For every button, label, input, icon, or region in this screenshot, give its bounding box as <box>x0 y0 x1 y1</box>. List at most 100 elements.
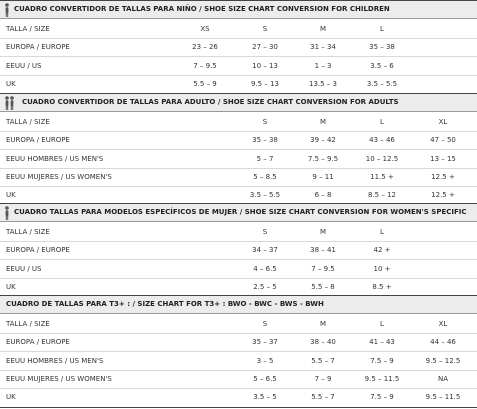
row-label: UK <box>6 191 16 200</box>
size-cell: 5.5 – 7 <box>311 356 335 365</box>
size-cell: XS <box>200 25 210 33</box>
size-cell: S <box>262 118 268 126</box>
size-cell: 3.5 – 5 <box>253 393 277 402</box>
row-label: EEUU MUJERES / US WOMEN'S <box>6 374 112 383</box>
row-label: EEUU MUJERES / US WOMEN'S <box>6 172 112 181</box>
row-divider <box>0 351 477 353</box>
size-cell: S <box>262 320 268 328</box>
icon <box>4 95 16 115</box>
size-cell: 2.5 – 5 <box>253 282 277 291</box>
size-cell: 13.5 – 3 <box>309 79 337 88</box>
row-divider <box>0 38 477 39</box>
size-cell: M <box>319 25 327 33</box>
size-cell: 13 – 15 <box>430 154 456 163</box>
size-cell: 6 – 8 <box>314 191 332 200</box>
size-cell: 5 – 7 <box>256 154 274 163</box>
row-divider <box>0 333 477 334</box>
size-cell: 4 – 6.5 <box>253 264 277 273</box>
size-cell: 5 – 6.5 <box>253 374 277 383</box>
row-label: EEUU HOMBRES / US MEN'S <box>6 154 104 163</box>
size-cell: 23 – 26 <box>192 43 218 52</box>
icon <box>4 2 11 22</box>
size-cell: 10 – 12.5 <box>365 154 399 163</box>
size-cell: 9 – 11 <box>312 172 334 181</box>
size-cell: 9.5 – 11.5 <box>425 393 461 402</box>
row-label: EUROPA / EUROPE <box>6 338 70 347</box>
row-label: UK <box>6 79 16 88</box>
size-cell: 7 – 9.5 <box>193 61 217 70</box>
row-divider <box>0 56 477 58</box>
row-divider <box>0 167 477 169</box>
row-divider <box>0 277 477 279</box>
size-cell: 5 – 8.5 <box>253 172 277 181</box>
size-cell: 12.5 + <box>431 191 455 200</box>
row-divider <box>0 259 477 261</box>
size-cell: S <box>262 25 268 33</box>
row-label: EEUU HOMBRES / US MEN'S <box>6 356 104 365</box>
size-cell: 9.5 – 13 <box>251 79 279 88</box>
row-label: EUROPA / EUROPE <box>6 136 70 145</box>
size-cell: 7 – 9.5 <box>311 264 335 273</box>
size-cell: 44 – 46 <box>430 338 456 347</box>
size-cell: 7.5 – 9 <box>370 393 394 402</box>
size-cell: 9.5 – 12.5 <box>425 356 461 365</box>
section-title: CUADRO TALLAS PARA MODELOS ESPECÍFICOS D… <box>14 208 467 216</box>
size-cell: 35 – 38 <box>252 136 278 145</box>
size-cell: 43 – 46 <box>369 136 395 145</box>
person-icon <box>5 206 9 220</box>
size-cell: NA <box>437 374 449 383</box>
row-divider <box>0 149 477 151</box>
person-icon <box>5 3 9 17</box>
size-cell: 39 – 42 <box>310 136 336 145</box>
size-cell: 42 + <box>373 246 391 255</box>
section-header: CUADRO TALLAS PARA MODELOS ESPECÍFICOS D… <box>0 203 477 222</box>
row-divider <box>0 387 477 389</box>
size-cell: 3.5 – 5.5 <box>249 191 281 200</box>
size-cell: 11.5 + <box>370 172 394 181</box>
section-header: CUADRO CONVERTIDOR DE TALLAS PARA ADULTO… <box>0 93 477 112</box>
size-cell: L <box>380 320 384 328</box>
size-cell: 10 + <box>373 264 391 273</box>
section-header: CUADRO DE TALLAS PARA T3+ : / SIZE CHART… <box>0 295 477 314</box>
size-cell: 12.5 + <box>431 172 455 181</box>
size-cell: 10 – 13 <box>252 61 278 70</box>
person-icon <box>5 96 14 110</box>
section-title: CUADRO DE TALLAS PARA T3+ : / SIZE CHART… <box>6 300 324 308</box>
row-divider <box>0 185 477 187</box>
size-cell: L <box>380 228 384 236</box>
row-label: EUROPA / EUROPE <box>6 43 70 52</box>
size-cell: 38 – 40 <box>310 338 336 347</box>
size-cell: 35 – 37 <box>252 338 278 347</box>
size-cell: 38 – 41 <box>310 246 336 255</box>
size-cell: L <box>380 118 384 126</box>
size-cell: 7 – 9 <box>314 374 332 383</box>
row-label: TALLA / SIZE <box>6 320 50 328</box>
row-label: EEUU / US <box>6 264 42 273</box>
row-label: UK <box>6 393 16 402</box>
size-cell: 7.5 – 9 <box>370 356 394 365</box>
size-cell: M <box>319 320 327 328</box>
row-label: UK <box>6 282 16 291</box>
size-cell: 1 – 3 <box>314 61 332 70</box>
size-cell: 7.5 – 9.5 <box>307 154 339 163</box>
row-label: TALLA / SIZE <box>6 118 50 126</box>
row-divider <box>0 131 477 132</box>
size-cell: 27 – 30 <box>252 43 278 52</box>
section-title: CUADRO CONVERTIDOR DE TALLAS PARA ADULTO… <box>22 98 399 106</box>
size-cell: 8.5 – 12 <box>368 191 396 200</box>
size-cell: 34 – 37 <box>252 246 278 255</box>
row-label: TALLA / SIZE <box>6 228 50 236</box>
icon <box>4 205 11 225</box>
section-header: CUADRO CONVERTIDOR DE TALLAS PARA NIÑO /… <box>0 0 477 19</box>
row-label: EUROPA / EUROPE <box>6 246 70 255</box>
size-cell: 8.5 + <box>372 282 392 291</box>
row-divider <box>0 241 477 242</box>
section-title: CUADRO CONVERTIDOR DE TALLAS PARA NIÑO /… <box>14 5 390 13</box>
bottom-line <box>0 407 477 408</box>
size-cell: 35 – 38 <box>369 43 395 52</box>
size-cell: 3 – 5 <box>256 356 274 365</box>
size-cell: XL <box>438 320 448 328</box>
size-cell: 9.5 – 11.5 <box>364 374 400 383</box>
size-cell: M <box>319 118 327 126</box>
